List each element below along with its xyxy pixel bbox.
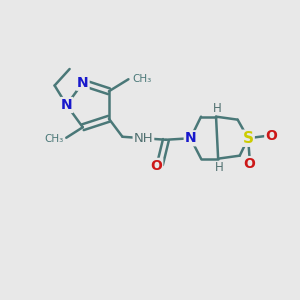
Text: CH₃: CH₃ [132,74,151,84]
Text: H: H [213,102,222,115]
Text: S: S [243,131,254,146]
Text: H: H [215,161,224,174]
Text: CH₃: CH₃ [45,134,64,144]
Text: N: N [61,98,72,112]
Text: O: O [244,157,256,171]
Text: N: N [77,76,88,90]
Text: N: N [185,131,196,145]
Text: O: O [150,159,162,173]
Text: O: O [265,129,277,143]
Text: NH: NH [134,132,153,145]
